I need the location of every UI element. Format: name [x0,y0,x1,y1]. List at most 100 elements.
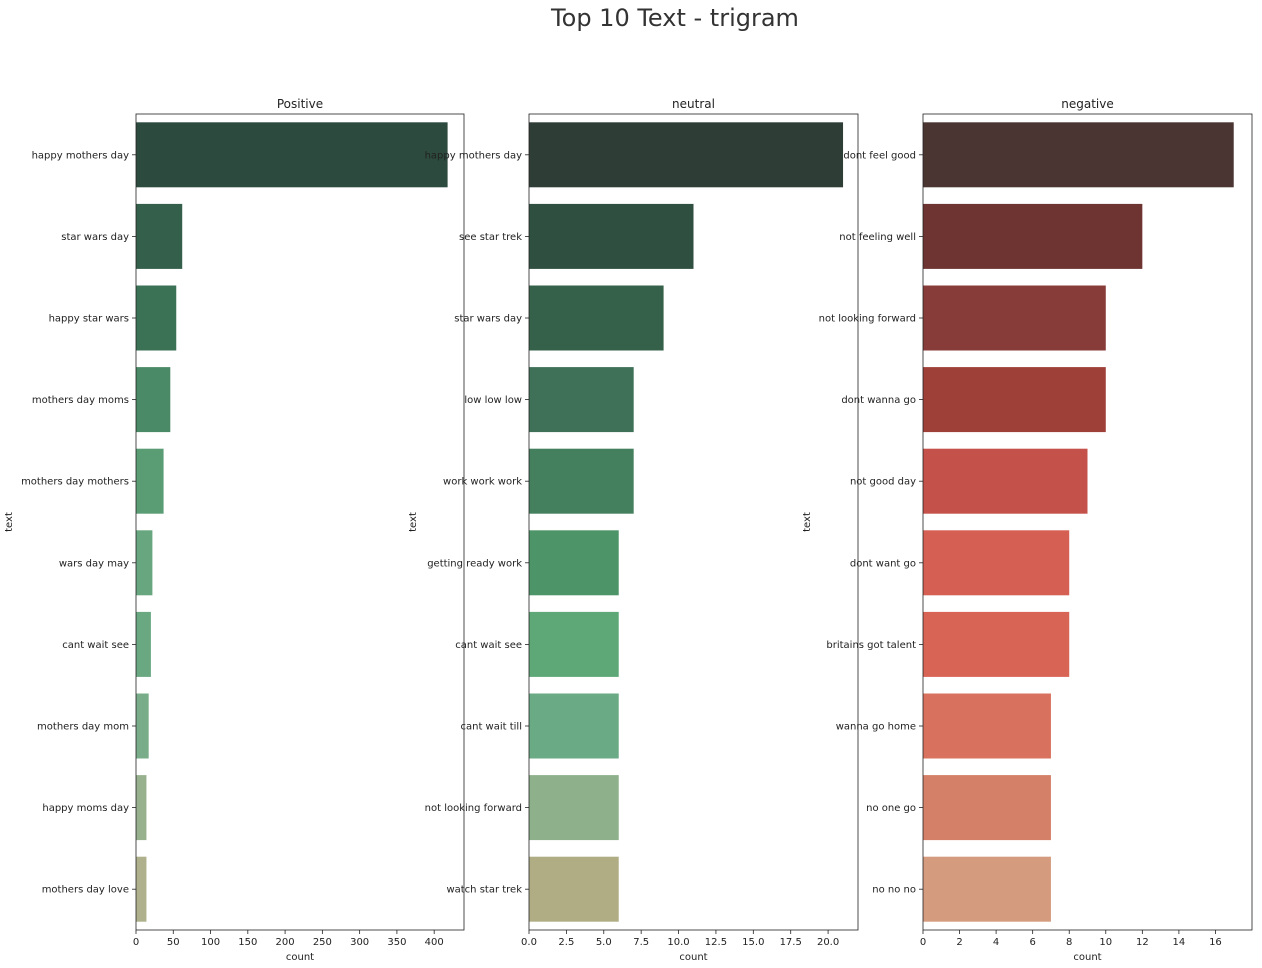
y-tick-label: not looking forward [425,803,522,814]
x-tick-label: 50 [167,937,180,948]
y-tick-label: star wars day [61,232,129,243]
y-tick-label: low low low [464,395,522,406]
bar [136,775,147,841]
bar [136,122,448,188]
bar [529,367,634,433]
y-tick-label: dont wanna go [841,395,916,406]
bar [923,122,1234,188]
y-tick-label: happy mothers day [425,150,523,161]
y-tick-label: getting ready work [427,558,522,569]
panel-2: negative dont feel good not feeling well no… [802,97,1253,963]
bar [923,693,1051,759]
x-tick-label: 350 [387,937,406,948]
bar [136,856,147,922]
x-tick-label: 100 [201,937,220,948]
bar [529,448,634,514]
x-tick-label: 0 [920,937,926,948]
bar [529,611,619,677]
x-tick-label: 250 [313,937,332,948]
y-tick-label: happy mothers day [32,150,130,161]
y-tick-label: work work work [443,477,522,488]
panel-title: Positive [277,97,323,111]
y-tick-label: happy moms day [42,803,129,814]
x-tick-label: 12 [1136,937,1149,948]
x-tick-label: 10.0 [667,937,689,948]
y-tick-label: watch star trek [446,885,522,896]
panels: Positive happy mothers day star wars day ha… [4,97,1253,963]
x-tick-label: 0.0 [521,937,537,948]
bar [923,367,1106,433]
y-tick-label: mothers day mothers [21,477,129,488]
bar [136,367,171,433]
y-tick-label: britains got talent [826,640,916,651]
panel-title: neutral [672,97,715,111]
axes-frame [528,113,859,931]
bar [136,448,164,514]
x-tick-label: 2.5 [558,937,574,948]
panel-1: neutral happy mothers day see star trek sta… [408,97,859,963]
bar [923,285,1106,351]
y-tick-label: no no no [872,885,916,896]
bar [529,856,619,922]
bar [923,530,1070,596]
y-tick-label: not feeling well [839,232,916,243]
x-tick-label: 150 [238,937,257,948]
x-tick-label: 12.5 [705,937,727,948]
y-tick-label: star wars day [454,314,522,325]
y-axis-label: text [408,512,419,532]
y-tick-label: not looking forward [819,314,916,325]
x-tick-label: 8 [1066,937,1072,948]
y-axis-label: text [802,512,813,532]
y-axis-label: text [4,512,15,532]
y-tick-label: happy star wars [49,314,129,325]
x-tick-label: 7.5 [633,937,649,948]
bar [529,530,619,596]
axes-frame [135,113,465,931]
x-tick-label: 400 [425,937,444,948]
y-tick-label: see star trek [459,232,522,243]
panel-title: negative [1061,97,1113,111]
x-tick-label: 300 [350,937,369,948]
axes-frame [922,113,1253,931]
bar [923,856,1051,922]
x-tick-label: 6 [1029,937,1035,948]
x-axis-label: count [679,952,707,963]
bar [923,203,1143,269]
figure-title: Top 10 Text - trigram [550,4,799,32]
bar [136,203,183,269]
y-tick-label: cant wait till [460,722,522,733]
bar [136,285,177,351]
x-tick-label: 200 [276,937,295,948]
x-tick-label: 16 [1209,937,1222,948]
x-tick-label: 5.0 [596,937,612,948]
x-tick-label: 17.5 [780,937,802,948]
y-tick-label: mothers day mom [37,722,129,733]
x-tick-label: 14 [1173,937,1186,948]
panel-0: Positive happy mothers day star wars day ha… [4,97,465,963]
y-tick-label: cant wait see [455,640,522,651]
bar [529,122,844,188]
x-tick-label: 20.0 [817,937,839,948]
y-tick-label: mothers day love [42,885,129,896]
y-tick-label: no one go [866,803,916,814]
y-tick-label: dont want go [850,558,916,569]
x-tick-label: 2 [956,937,962,948]
bar [923,448,1088,514]
bar [136,530,153,596]
x-tick-label: 15.0 [742,937,764,948]
y-tick-label: wars day may [59,558,129,569]
y-tick-label: dont feel good [843,150,916,161]
x-axis-label: count [1073,952,1101,963]
bar [529,203,694,269]
x-axis-label: count [286,952,314,963]
bar [529,693,619,759]
bar [923,775,1051,841]
y-tick-label: cant wait see [62,640,129,651]
x-tick-label: 10 [1099,937,1112,948]
x-tick-label: 4 [993,937,999,948]
x-tick-label: 0 [133,937,139,948]
y-tick-label: not good day [850,477,916,488]
bar [923,611,1070,677]
bar [529,775,619,841]
y-tick-label: wanna go home [836,722,916,733]
